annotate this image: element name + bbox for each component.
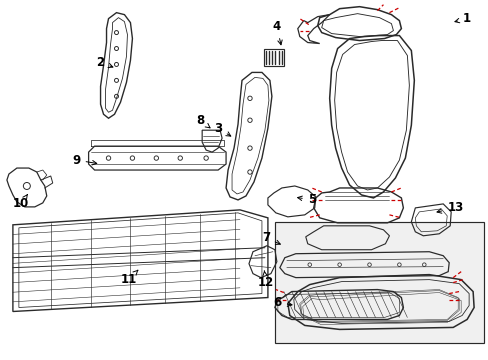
- Text: 9: 9: [72, 154, 97, 167]
- Text: 5: 5: [297, 193, 315, 206]
- Text: 8: 8: [196, 114, 210, 128]
- Text: 6: 6: [273, 296, 291, 309]
- Text: 1: 1: [454, 12, 470, 25]
- Text: 4: 4: [272, 20, 282, 45]
- Text: 11: 11: [120, 270, 138, 286]
- Text: 3: 3: [214, 122, 230, 136]
- Text: 13: 13: [436, 201, 463, 215]
- Text: 10: 10: [13, 194, 29, 210]
- Bar: [274, 222, 483, 343]
- Text: 2: 2: [96, 56, 113, 69]
- Text: 12: 12: [257, 271, 273, 289]
- Text: 7: 7: [261, 231, 280, 244]
